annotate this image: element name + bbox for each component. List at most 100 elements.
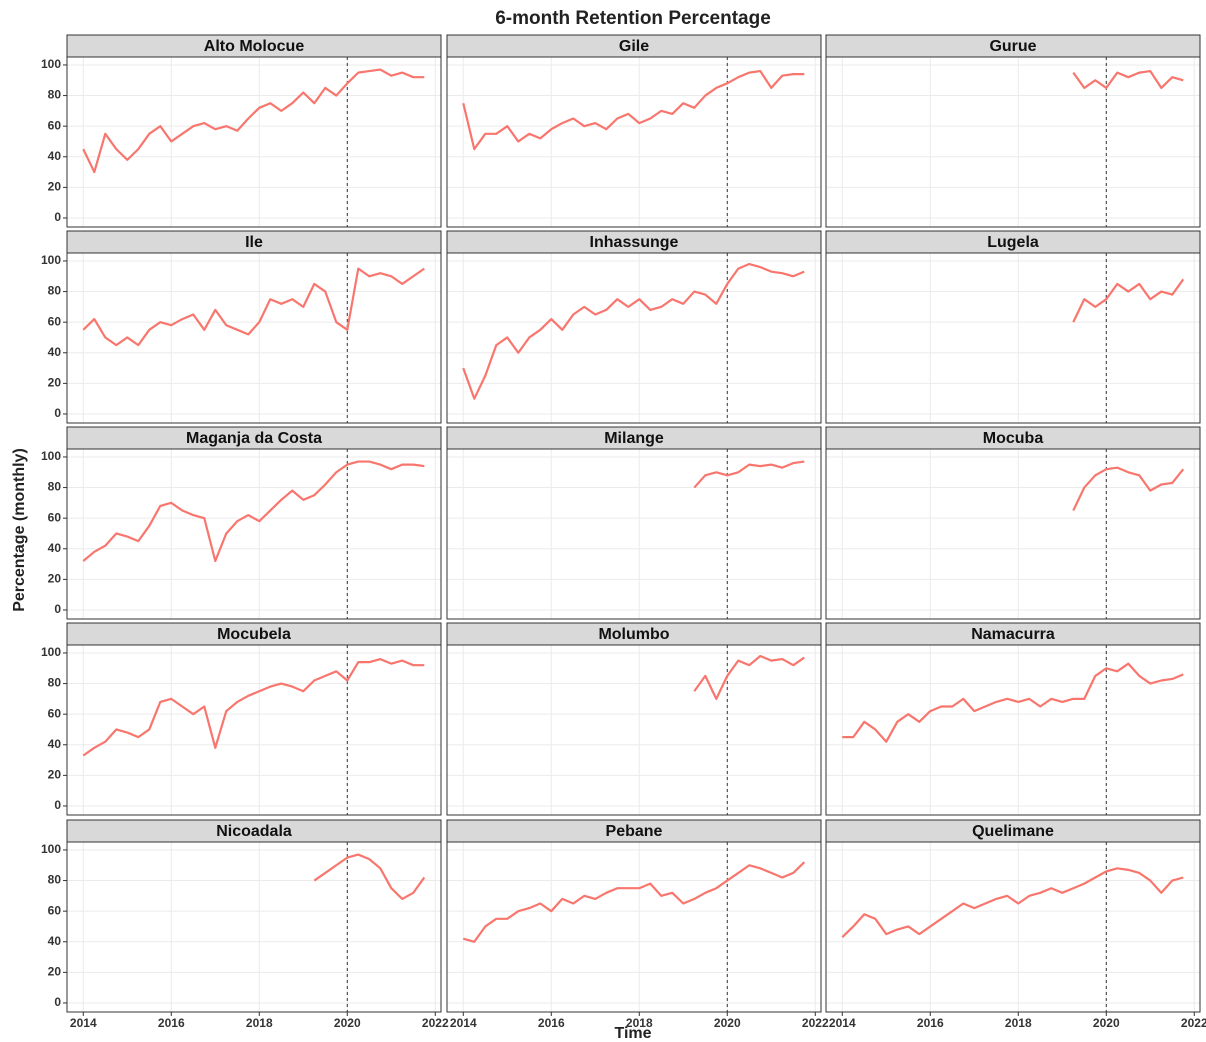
y-tick-label: 100 xyxy=(41,253,61,267)
y-tick-label: 100 xyxy=(41,449,61,463)
data-line xyxy=(82,657,425,757)
x-tick-label: 2014 xyxy=(70,1016,97,1030)
x-tick-label: 2022 xyxy=(802,1016,829,1030)
strip xyxy=(825,230,1201,254)
y-tick-label: 100 xyxy=(41,842,61,856)
y-tick-label: 40 xyxy=(48,149,62,163)
strip-label: Namacurra xyxy=(971,626,1055,643)
strip xyxy=(446,819,822,843)
x-tick-label: 2022 xyxy=(1181,1016,1206,1030)
y-tick-label: 100 xyxy=(41,645,61,659)
data-line xyxy=(82,267,425,347)
panel-background xyxy=(826,645,1200,815)
x-tick-label: 2018 xyxy=(246,1016,273,1030)
panel-background xyxy=(447,253,821,423)
data-line xyxy=(842,662,1184,743)
panel-background xyxy=(826,449,1200,619)
y-tick-label: 20 xyxy=(48,768,62,782)
x-axis-title: Time xyxy=(614,1025,651,1042)
y-tick-label: 40 xyxy=(48,934,62,948)
strip-label: Mocuba xyxy=(983,430,1044,447)
x-tick-label: 2016 xyxy=(158,1016,185,1030)
data-line xyxy=(462,69,805,151)
data-line xyxy=(1072,69,1184,90)
y-tick-label: 20 xyxy=(48,572,62,586)
x-tick-label: 2020 xyxy=(1093,1016,1120,1030)
strip-label: Quelimane xyxy=(972,823,1054,840)
x-tick-label: 2014 xyxy=(829,1016,856,1030)
panel-background xyxy=(447,842,821,1012)
y-tick-label: 0 xyxy=(54,602,61,616)
data-line xyxy=(313,853,426,901)
data-line xyxy=(462,262,805,400)
strip-label: Ile xyxy=(245,234,263,251)
strip-label: Gurue xyxy=(989,38,1036,55)
y-tick-label: 0 xyxy=(54,995,61,1009)
y-tick-label: 60 xyxy=(48,314,62,328)
y-axis-title: Percentage (monthly) xyxy=(11,448,28,612)
strip-label: Lugela xyxy=(987,234,1039,251)
panel-background xyxy=(826,842,1200,1012)
strip xyxy=(825,819,1201,843)
data-line xyxy=(1072,466,1185,511)
panel-background xyxy=(447,57,821,227)
y-tick-label: 60 xyxy=(48,118,62,132)
data-line xyxy=(841,867,1184,938)
strip-label: Inhassunge xyxy=(590,234,679,251)
y-tick-label: 40 xyxy=(48,345,62,359)
data-line xyxy=(693,654,805,700)
strip-label: Milange xyxy=(604,430,664,447)
panel-background xyxy=(67,253,441,423)
y-tick-label: 80 xyxy=(48,873,62,887)
y-tick-label: 60 xyxy=(48,903,62,917)
strip-label: Maganja da Costa xyxy=(186,430,322,447)
x-tick-label: 2016 xyxy=(538,1016,565,1030)
panel-background xyxy=(67,645,441,815)
x-tick-label: 2018 xyxy=(626,1016,653,1030)
strip-label: Nicoadala xyxy=(216,823,292,840)
strip-label: Pebane xyxy=(606,823,663,840)
strip xyxy=(446,622,822,646)
strip-label: Gile xyxy=(619,38,649,55)
strip xyxy=(446,426,822,450)
panel-background xyxy=(67,57,441,227)
x-tick-label: 2014 xyxy=(450,1016,477,1030)
panel-background xyxy=(447,645,821,815)
strip-label: Mocubela xyxy=(217,626,291,643)
x-tick-label: 2022 xyxy=(422,1016,449,1030)
strip xyxy=(66,34,442,58)
strip xyxy=(825,622,1201,646)
y-tick-label: 80 xyxy=(48,676,62,690)
x-tick-label: 2018 xyxy=(1005,1016,1032,1030)
panel-background xyxy=(67,842,441,1012)
y-tick-label: 40 xyxy=(48,737,62,751)
x-tick-label: 2020 xyxy=(334,1016,361,1030)
y-tick-label: 0 xyxy=(54,798,61,812)
strip xyxy=(66,622,442,646)
y-tick-label: 20 xyxy=(48,180,62,194)
y-tick-label: 0 xyxy=(54,406,61,420)
data-line xyxy=(82,460,425,563)
y-tick-label: 0 xyxy=(54,210,61,224)
strip xyxy=(825,34,1201,58)
y-tick-label: 20 xyxy=(48,376,62,390)
x-tick-label: 2016 xyxy=(917,1016,944,1030)
data-line xyxy=(462,861,806,943)
strip xyxy=(66,230,442,254)
data-line xyxy=(1072,278,1185,323)
strip-label: Alto Molocue xyxy=(204,38,305,55)
y-tick-label: 60 xyxy=(48,510,62,524)
y-tick-label: 80 xyxy=(48,480,62,494)
strip xyxy=(825,426,1201,450)
y-tick-label: 80 xyxy=(48,88,62,102)
chart-title: 6-month Retention Percentage xyxy=(495,8,771,29)
strip xyxy=(446,230,822,254)
strip-label: Molumbo xyxy=(598,626,669,643)
y-tick-label: 100 xyxy=(41,57,61,71)
panel-background xyxy=(447,449,821,619)
x-tick-label: 2020 xyxy=(714,1016,741,1030)
y-tick-label: 80 xyxy=(48,284,62,298)
panel-background xyxy=(67,449,441,619)
strip xyxy=(66,819,442,843)
